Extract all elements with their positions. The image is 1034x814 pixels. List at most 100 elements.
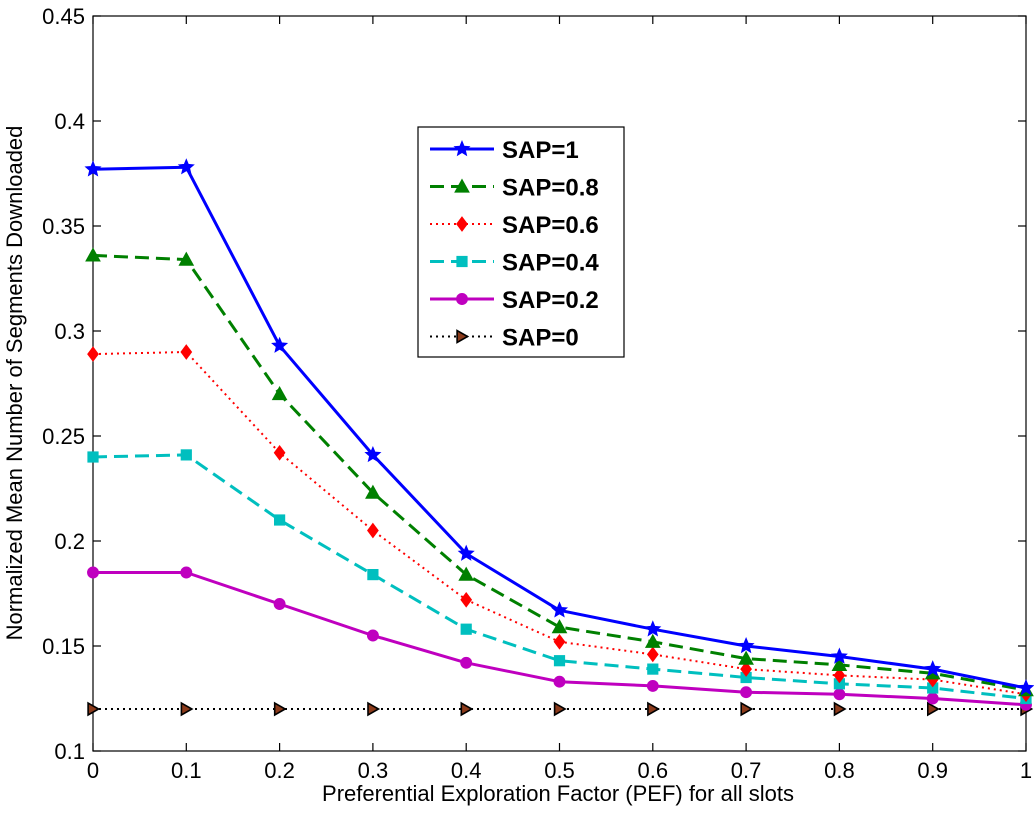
data-point — [926, 701, 940, 717]
data-point — [460, 656, 473, 669]
legend-marker — [453, 140, 471, 157]
data-point — [1017, 679, 1034, 696]
data-point — [740, 686, 753, 699]
data-point — [926, 692, 939, 705]
data-point — [927, 682, 939, 694]
data-point — [833, 688, 846, 701]
data-point — [550, 601, 569, 618]
y-tick-label: 0.3 — [54, 319, 85, 344]
legend-label: SAP=0.6 — [502, 212, 599, 239]
data-point — [87, 701, 101, 717]
data-point — [460, 591, 473, 608]
data-point — [924, 660, 942, 677]
x-tick-label: 0.7 — [731, 758, 762, 783]
data-point — [84, 160, 102, 177]
legend-entry: SAP=0 — [430, 325, 579, 352]
legend-marker — [456, 293, 468, 305]
data-point — [646, 679, 659, 692]
data-point — [367, 701, 381, 717]
data-point — [177, 158, 195, 175]
series-sap-1 — [84, 158, 1034, 696]
x-tick-label: 0.9 — [917, 758, 948, 783]
legend-marker — [456, 255, 468, 268]
data-point — [271, 385, 288, 401]
data-point — [833, 701, 847, 717]
x-axis-label: Preferential Exploration Factor (PEF) fo… — [322, 781, 794, 806]
x-tick-label: 0.2 — [264, 758, 295, 783]
data-point — [458, 566, 475, 581]
data-point — [551, 619, 568, 634]
data-point — [457, 544, 475, 561]
data-point — [178, 251, 195, 266]
y-axis-label: Normalized Mean Number of Segments Downl… — [2, 126, 27, 641]
legend: SAP=1 SAP=0.8 SAP=0.6 SAP=0.4 SAP=0.2 SAP=0 — [417, 126, 625, 358]
data-point — [365, 484, 381, 499]
x-tick-label: 0.5 — [544, 758, 575, 783]
data-point — [647, 663, 659, 675]
series-sap-0 — [87, 701, 1034, 717]
data-point — [87, 566, 99, 579]
y-tick-label: 0.45 — [42, 4, 85, 29]
y-tick-label: 0.1 — [54, 739, 85, 764]
data-point — [273, 444, 286, 461]
data-point — [644, 620, 662, 637]
data-point — [646, 646, 659, 663]
data-point — [367, 569, 379, 581]
data-point — [180, 449, 192, 461]
data-point — [273, 701, 287, 717]
data-point — [367, 522, 379, 539]
data-point — [271, 336, 289, 353]
data-point — [833, 667, 846, 684]
y-tick-label: 0.35 — [42, 214, 85, 239]
legend-entry: SAP=1 — [430, 137, 579, 164]
series-sap-0-6 — [87, 344, 1032, 703]
legend-entry: SAP=0.2 — [430, 287, 599, 314]
data-point — [740, 671, 752, 684]
x-tick-label: 0.6 — [638, 758, 669, 783]
data-point — [180, 344, 193, 360]
data-point — [737, 637, 755, 654]
data-point — [553, 633, 566, 650]
data-point — [647, 701, 661, 717]
x-tick-label: 0.4 — [451, 758, 482, 783]
data-point — [180, 701, 194, 717]
legend-marker — [456, 329, 470, 344]
data-point — [87, 451, 99, 463]
axes-layer: 0 0.1 0.2 0.3 0.4 0.5 0.6 0.7 0.8 0.9 10.10.150.20… — [42, 4, 1032, 783]
data-point — [85, 247, 101, 262]
legend-label: SAP=0.2 — [502, 287, 599, 314]
x-tick-label: 0.3 — [358, 758, 389, 783]
legend-entry: SAP=0.4 — [430, 250, 599, 277]
legend-marker — [456, 216, 468, 232]
legend-label: SAP=1 — [502, 137, 579, 164]
legend-marker — [454, 178, 470, 193]
legend-entry: SAP=0.6 — [430, 212, 599, 239]
series-line — [92, 253, 1027, 692]
data-point — [364, 445, 382, 463]
x-tick-label: 0 — [87, 758, 99, 783]
data-point — [460, 623, 472, 635]
legend-entry: SAP=0.8 — [430, 175, 599, 202]
data-point — [553, 701, 567, 717]
y-tick-label: 0.25 — [42, 424, 85, 449]
data-point — [644, 633, 661, 648]
legend-label: SAP=0.8 — [502, 175, 599, 202]
data-point — [87, 346, 99, 362]
data-point — [740, 701, 754, 717]
y-tick-label: 0.15 — [42, 634, 85, 659]
data-point — [831, 656, 848, 671]
data-point — [180, 566, 193, 579]
legend-label: SAP=0.4 — [502, 250, 599, 277]
series-sap-0-2 — [87, 566, 1032, 711]
data-point — [833, 678, 845, 690]
x-tick-label: 1 — [1020, 758, 1032, 783]
y-tick-label: 0.4 — [54, 109, 85, 134]
x-tick-label: 0.1 — [171, 758, 202, 783]
data-point — [740, 661, 752, 677]
data-point — [830, 647, 848, 664]
y-tick-label: 0.2 — [54, 529, 85, 554]
data-point — [274, 514, 286, 526]
data-point — [553, 655, 566, 667]
legend-box — [417, 126, 625, 358]
